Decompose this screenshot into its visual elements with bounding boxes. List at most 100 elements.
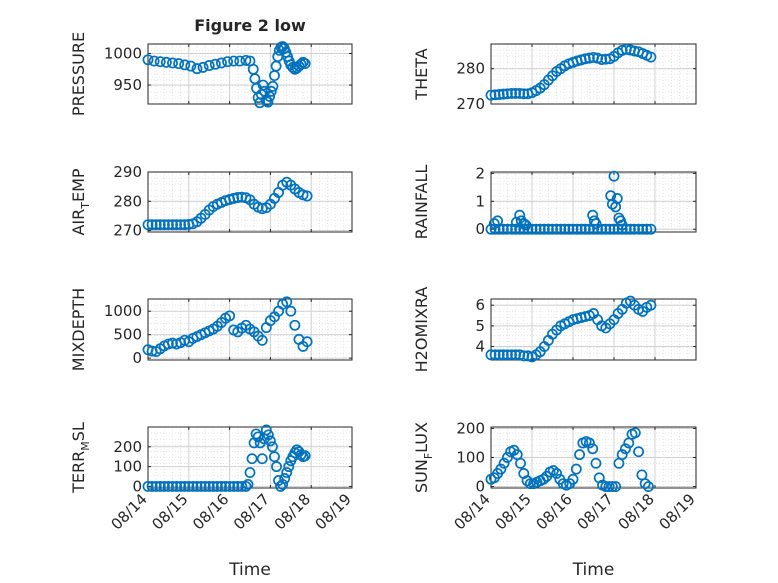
y-axis-label: AIRTEMP — [69, 168, 92, 235]
data-point — [301, 336, 313, 348]
y-tick-label: 200 — [456, 419, 485, 437]
data-point — [277, 478, 289, 490]
data-point — [269, 451, 280, 463]
data-point — [583, 52, 595, 64]
data-point — [167, 57, 178, 69]
data-point — [639, 478, 651, 490]
data-point — [281, 296, 293, 308]
data-point — [224, 480, 236, 492]
data-point — [256, 453, 268, 465]
data-point — [146, 480, 158, 492]
data-point — [645, 299, 657, 311]
data-point — [485, 89, 497, 101]
y-tick-label: 2 — [475, 164, 485, 182]
data-point — [232, 480, 244, 492]
data-point — [267, 80, 279, 92]
data-point — [171, 219, 183, 231]
data-point — [179, 59, 191, 71]
data-point — [641, 223, 653, 235]
data-point — [175, 480, 187, 492]
axes-box — [147, 171, 353, 233]
data-point — [587, 443, 599, 455]
data-point — [183, 480, 195, 492]
data-point — [187, 480, 199, 492]
y-tick-label: 0 — [475, 220, 485, 238]
data-point — [501, 88, 513, 100]
x-axis-label: Time — [572, 560, 615, 580]
data-point — [606, 481, 618, 492]
data-point — [265, 85, 277, 97]
data-point — [583, 437, 595, 449]
data-point — [220, 480, 231, 492]
data-point — [501, 452, 513, 463]
data-point — [498, 457, 510, 469]
data-point — [518, 350, 530, 362]
data-point — [551, 223, 563, 235]
data-point — [285, 305, 297, 317]
y-tick-label: 270 — [113, 222, 142, 240]
data-point — [150, 480, 162, 492]
y-tick-label: 290 — [113, 163, 142, 181]
y-tick-label: 1000 — [104, 302, 142, 320]
y-tick-label: 5 — [475, 317, 485, 335]
subplot-air_temp: 270 280 290 AIRTEMP — [69, 163, 353, 240]
y-tick-label: 1000 — [104, 44, 142, 62]
data-point — [608, 170, 620, 182]
y-tick-label: 1 — [475, 192, 485, 210]
data-point — [567, 473, 579, 485]
data-point — [510, 87, 522, 99]
data-point — [497, 349, 509, 361]
data-point — [530, 223, 542, 235]
y-tick-label: 200 — [113, 438, 142, 456]
data-point — [142, 480, 154, 492]
data-point — [266, 441, 278, 453]
data-point — [191, 480, 203, 492]
data-point — [175, 219, 187, 231]
data-point — [551, 468, 563, 479]
y-tick-label: 280 — [113, 192, 142, 210]
data-point — [510, 223, 522, 235]
data-point — [240, 480, 252, 492]
data-point — [154, 56, 166, 68]
data-point — [185, 60, 197, 72]
data-point — [590, 218, 602, 230]
data-point — [571, 223, 583, 235]
data-point — [495, 463, 507, 475]
data-point — [271, 461, 282, 473]
data-point — [485, 223, 497, 235]
data-point — [538, 223, 550, 235]
data-point — [264, 435, 276, 447]
data-point — [506, 87, 517, 99]
data-point — [191, 63, 203, 75]
axes-box — [490, 43, 697, 105]
data-point — [142, 219, 154, 231]
data-point — [260, 424, 272, 436]
data-point — [489, 349, 501, 361]
y-tick-label: 280 — [456, 60, 485, 78]
y-axis-label: THETA — [412, 48, 431, 100]
data-point — [575, 223, 587, 235]
data-point — [583, 223, 595, 235]
data-point — [610, 481, 622, 492]
data-point — [611, 193, 623, 204]
data-point — [590, 457, 602, 469]
y-axis-label: RAINFALL — [412, 165, 431, 240]
data-point — [207, 480, 219, 492]
data-point — [518, 88, 530, 100]
y-axis-label: MIXDEPTH — [69, 288, 88, 371]
y-axis-label: PRESSURE — [69, 32, 88, 116]
data-point — [506, 223, 517, 235]
data-point — [534, 223, 546, 235]
data-point — [600, 223, 612, 235]
x-axis-label: Time — [228, 560, 271, 580]
data-point — [608, 223, 620, 235]
data-point — [211, 480, 223, 492]
data-point — [645, 223, 657, 235]
data-point — [515, 457, 526, 469]
data-point — [567, 223, 579, 235]
data-point — [228, 55, 240, 67]
data-point — [524, 478, 536, 490]
data-point — [262, 96, 274, 108]
data-point — [236, 480, 248, 492]
subplot-pressure: 950 1000 PRESSURE — [69, 32, 353, 116]
